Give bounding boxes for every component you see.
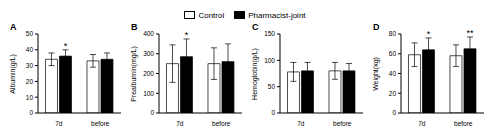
svg-text:7d: 7d [176,120,184,127]
svg-text:40: 40 [26,46,34,53]
svg-text:100: 100 [264,57,275,64]
svg-text:80: 80 [389,30,397,37]
html-text:B: B [131,22,138,32]
svg-text:7d: 7d [55,120,63,127]
svg-text:50: 50 [26,30,34,37]
html-text:Pharmacist-joint: Pharmacist-joint [248,10,306,20]
svg-text:*: * [64,41,68,51]
svg-text:300: 300 [143,50,154,57]
svg-text:**: ** [466,28,474,38]
html-text:D: D [373,22,380,32]
svg-text:40: 40 [389,70,397,77]
html-text:Albumin(g/L): Albumin(g/L) [9,53,16,94]
svg-text:100: 100 [143,90,154,97]
html-text:Prealbumin(mg/L): Prealbumin(mg/L) [130,45,137,102]
html-text:A: A [10,22,17,32]
svg-text:beforedischarge: beforedischarge [449,120,478,127]
svg-text:20: 20 [389,90,397,97]
svg-text:30: 30 [26,62,34,69]
svg-text:*: * [185,30,189,40]
svg-text:20: 20 [26,78,34,85]
svg-text:beforedischarge: beforedischarge [207,120,236,127]
svg-text:beforedischarge: beforedischarge [86,120,115,127]
html-text:Hemoglobin(g/L): Hemoglobin(g/L) [251,47,258,100]
svg-text:0: 0 [29,109,33,116]
svg-text:0: 0 [271,109,275,116]
svg-text:50: 50 [268,83,276,90]
svg-text:7d: 7d [418,120,426,127]
svg-text:10: 10 [26,94,34,101]
html-text:C: C [252,22,259,32]
svg-text:150: 150 [264,30,275,37]
svg-text:200: 200 [143,70,154,77]
svg-text:400: 400 [143,30,154,37]
svg-text:*: * [427,29,431,39]
svg-text:beforedischarge: beforedischarge [328,120,357,127]
svg-text:60: 60 [389,50,397,57]
html-text:Control: Control [198,10,225,20]
svg-text:0: 0 [392,109,396,116]
svg-text:0: 0 [150,109,154,116]
html-text:Weight(kg): Weight(kg) [372,56,379,91]
svg-text:7d: 7d [297,120,305,127]
